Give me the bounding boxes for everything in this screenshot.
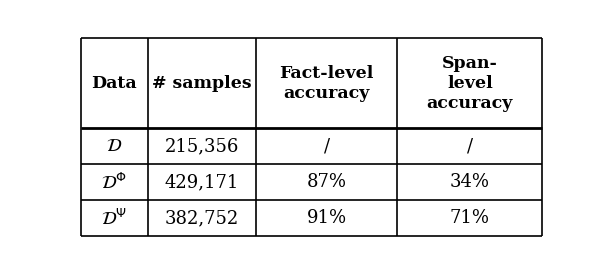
Text: 34%: 34%: [450, 173, 490, 191]
Text: Span-
level
accuracy: Span- level accuracy: [427, 55, 513, 112]
Text: 87%: 87%: [306, 173, 347, 191]
Text: $\mathcal{D}^{\Phi}$: $\mathcal{D}^{\Phi}$: [102, 172, 127, 192]
Text: 91%: 91%: [306, 210, 347, 228]
Text: /: /: [323, 137, 330, 155]
Text: /: /: [467, 137, 473, 155]
Text: 382,752: 382,752: [165, 210, 239, 228]
Text: 215,356: 215,356: [165, 137, 239, 155]
Text: $\mathcal{D}$: $\mathcal{D}$: [106, 137, 122, 155]
Text: # samples: # samples: [152, 75, 252, 92]
Text: 71%: 71%: [450, 210, 490, 228]
Text: $\mathcal{D}^{\Psi}$: $\mathcal{D}^{\Psi}$: [102, 209, 127, 229]
Text: Fact-level
accuracy: Fact-level accuracy: [280, 65, 374, 102]
Text: Data: Data: [91, 75, 137, 92]
Text: 429,171: 429,171: [165, 173, 239, 191]
